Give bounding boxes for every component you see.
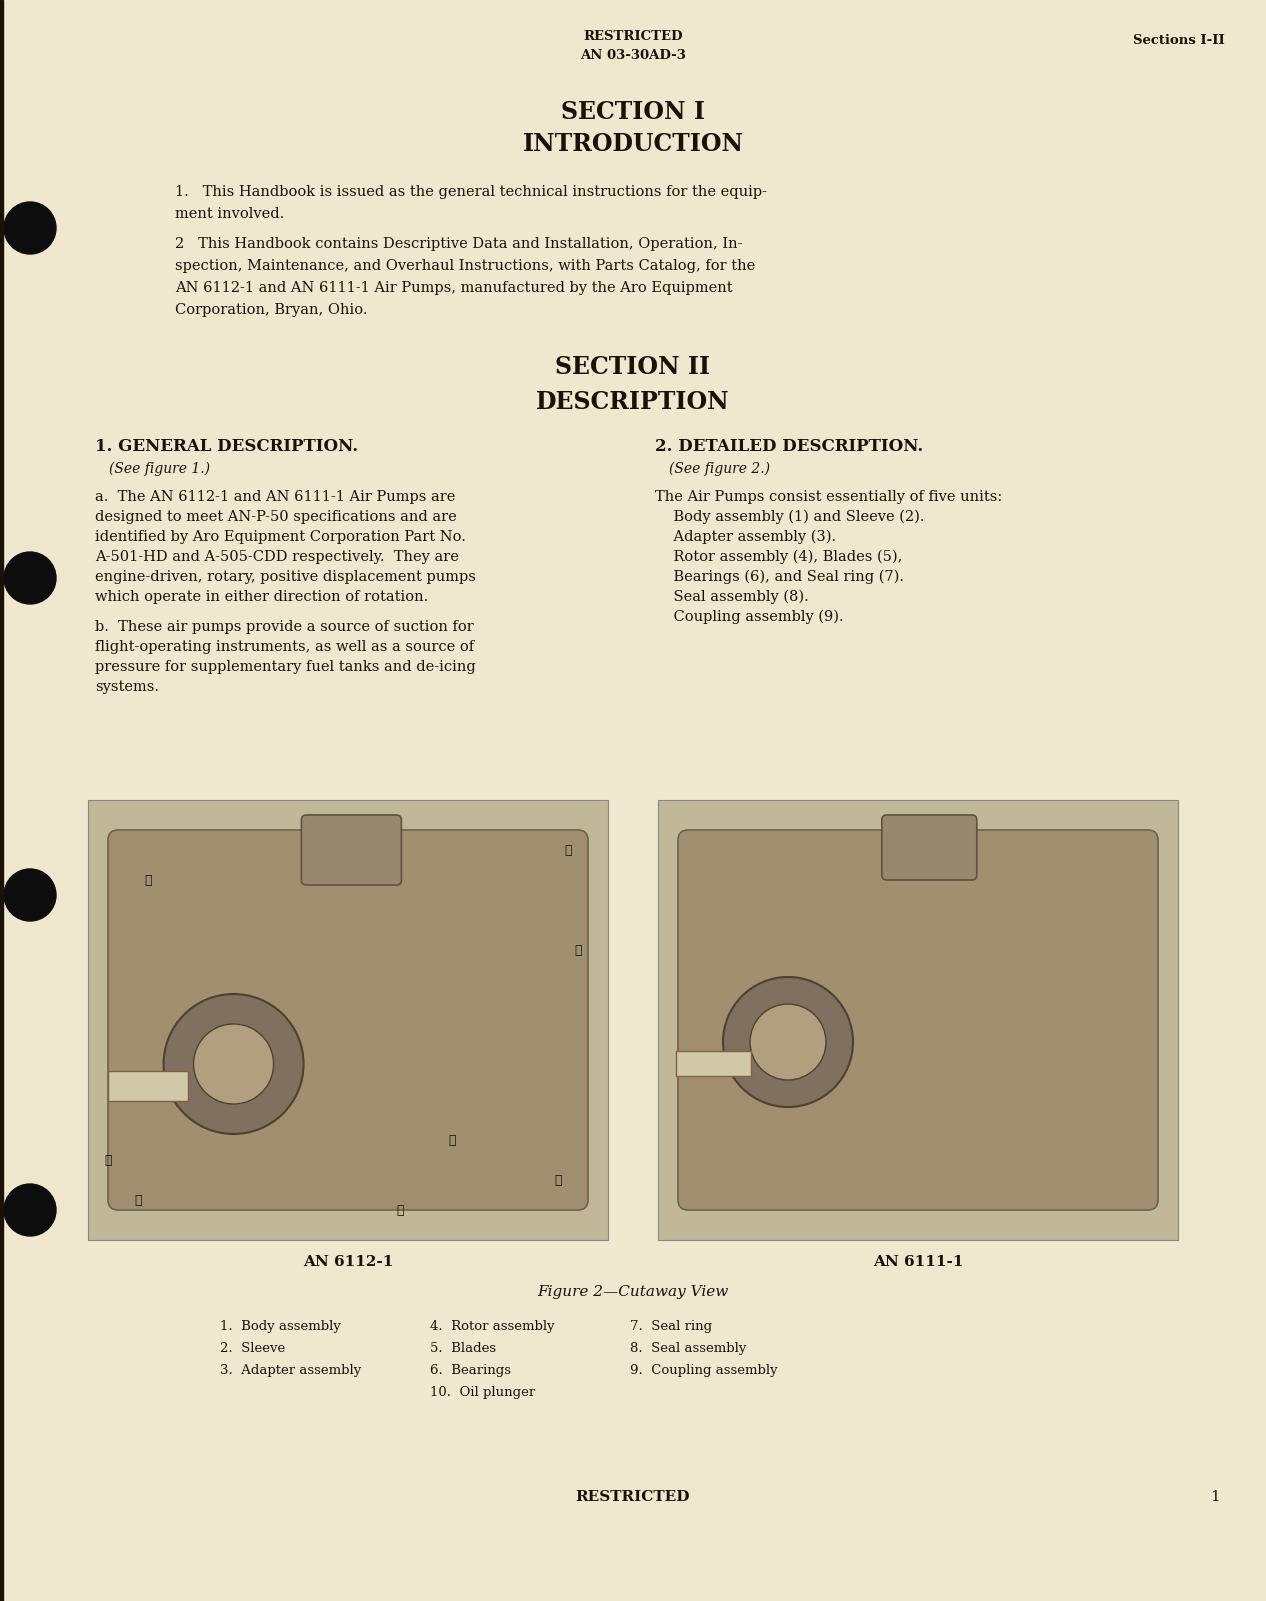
Text: 2   This Handbook contains Descriptive Data and Installation, Operation, In-: 2 This Handbook contains Descriptive Dat… [175, 237, 742, 251]
Bar [89, 800, 608, 1241]
FancyBboxPatch shape [882, 815, 977, 881]
Text: ②: ② [575, 943, 582, 956]
Text: Body assembly (1) and Sleeve (2).: Body assembly (1) and Sleeve (2). [655, 511, 924, 525]
Circle shape [723, 977, 853, 1106]
Text: DESCRIPTION: DESCRIPTION [536, 391, 730, 415]
Text: Bearings (6), and Seal ring (7).: Bearings (6), and Seal ring (7). [655, 570, 904, 584]
Circle shape [4, 1185, 56, 1236]
Text: Sections I-II: Sections I-II [1133, 34, 1225, 46]
Text: Corporation, Bryan, Ohio.: Corporation, Bryan, Ohio. [175, 303, 367, 317]
Text: AN 6112-1: AN 6112-1 [303, 1255, 394, 1270]
Text: b.  These air pumps provide a source of suction for: b. These air pumps provide a source of s… [95, 620, 473, 634]
Text: which operate in either direction of rotation.: which operate in either direction of rot… [95, 591, 428, 604]
Text: engine-driven, rotary, positive displacement pumps: engine-driven, rotary, positive displace… [95, 570, 476, 584]
Text: Rotor assembly (4), Blades (5),: Rotor assembly (4), Blades (5), [655, 551, 903, 565]
Circle shape [194, 1025, 273, 1105]
Text: designed to meet AN-P-50 specifications and are: designed to meet AN-P-50 specifications … [95, 511, 457, 524]
Text: pressure for supplementary fuel tanks and de-icing: pressure for supplementary fuel tanks an… [95, 660, 476, 674]
Text: ment involved.: ment involved. [175, 207, 285, 221]
Text: SECTION I: SECTION I [561, 99, 705, 123]
Text: ⑦: ⑦ [448, 1134, 456, 1146]
Text: (See figure 1.): (See figure 1.) [109, 463, 210, 477]
Text: ①: ① [565, 844, 572, 857]
Text: ⑥: ⑥ [396, 1204, 404, 1217]
Text: SECTION II: SECTION II [556, 355, 710, 379]
Text: systems.: systems. [95, 680, 160, 693]
FancyBboxPatch shape [108, 829, 587, 1210]
Text: RESTRICTED: RESTRICTED [576, 1491, 690, 1503]
Text: RESTRICTED: RESTRICTED [584, 30, 682, 43]
Circle shape [4, 869, 56, 921]
Text: 2.  Sleeve: 2. Sleeve [220, 1342, 285, 1354]
Text: 7.  Seal ring: 7. Seal ring [630, 1319, 711, 1334]
Text: a.  The AN 6112-1 and AN 6111-1 Air Pumps are: a. The AN 6112-1 and AN 6111-1 Air Pumps… [95, 490, 456, 504]
Circle shape [163, 994, 304, 1134]
Bar [0, 0, 3, 1601]
Text: 4.  Rotor assembly: 4. Rotor assembly [430, 1319, 555, 1334]
Text: ⑤: ⑤ [555, 1174, 562, 1186]
Text: 10.  Oil plunger: 10. Oil plunger [430, 1386, 536, 1399]
Text: INTRODUCTION: INTRODUCTION [523, 131, 743, 155]
Text: Seal assembly (8).: Seal assembly (8). [655, 591, 809, 605]
Text: 1.   This Handbook is issued as the general technical instructions for the equip: 1. This Handbook is issued as the genera… [175, 186, 767, 199]
Text: spection, Maintenance, and Overhaul Instructions, with Parts Catalog, for the: spection, Maintenance, and Overhaul Inst… [175, 259, 756, 274]
Text: ⑧: ⑧ [104, 1153, 111, 1167]
Text: The Air Pumps consist essentially of five units:: The Air Pumps consist essentially of fiv… [655, 490, 1003, 504]
Text: 1. GENERAL DESCRIPTION.: 1. GENERAL DESCRIPTION. [95, 439, 358, 455]
Text: A-501-HD and A-505-CDD respectively.  They are: A-501-HD and A-505-CDD respectively. The… [95, 551, 458, 564]
Text: Adapter assembly (3).: Adapter assembly (3). [655, 530, 836, 544]
Text: 5.  Blades: 5. Blades [430, 1342, 496, 1354]
Text: 1.  Body assembly: 1. Body assembly [220, 1319, 341, 1334]
Text: ③: ③ [144, 874, 152, 887]
Text: 6.  Bearings: 6. Bearings [430, 1364, 511, 1377]
Text: 9.  Coupling assembly: 9. Coupling assembly [630, 1364, 777, 1377]
Text: 1: 1 [1210, 1491, 1220, 1503]
Text: identified by Aro Equipment Corporation Part No.: identified by Aro Equipment Corporation … [95, 530, 466, 544]
Bar [108, 1071, 187, 1101]
Text: Coupling assembly (9).: Coupling assembly (9). [655, 610, 843, 624]
Text: 8.  Seal assembly: 8. Seal assembly [630, 1342, 747, 1354]
Text: 2. DETAILED DESCRIPTION.: 2. DETAILED DESCRIPTION. [655, 439, 923, 455]
Text: (See figure 2.): (See figure 2.) [668, 463, 770, 477]
Text: AN 6111-1: AN 6111-1 [872, 1255, 963, 1270]
Bar [676, 1050, 751, 1076]
Circle shape [749, 1004, 825, 1081]
Circle shape [4, 552, 56, 604]
FancyBboxPatch shape [679, 829, 1158, 1210]
FancyBboxPatch shape [301, 815, 401, 885]
Text: 3.  Adapter assembly: 3. Adapter assembly [220, 1364, 361, 1377]
Text: ④: ④ [134, 1193, 142, 1207]
Text: AN 03-30AD-3: AN 03-30AD-3 [580, 50, 686, 62]
Circle shape [4, 202, 56, 255]
Text: AN 6112-1 and AN 6111-1 Air Pumps, manufactured by the Aro Equipment: AN 6112-1 and AN 6111-1 Air Pumps, manuf… [175, 282, 733, 295]
Bar [658, 800, 1177, 1241]
Text: flight-operating instruments, as well as a source of: flight-operating instruments, as well as… [95, 640, 475, 653]
Text: Figure 2—Cutaway View: Figure 2—Cutaway View [537, 1286, 729, 1298]
